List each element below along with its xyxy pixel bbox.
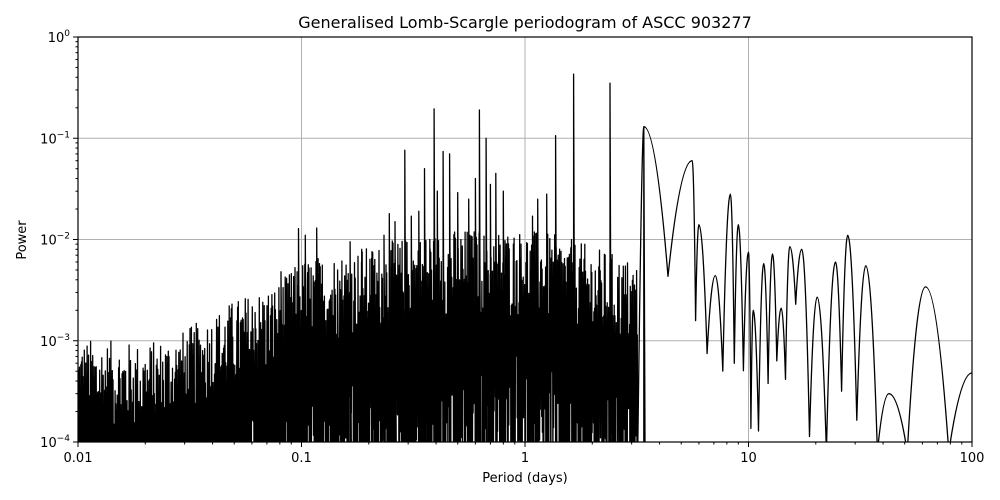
y-axis-label: Power	[15, 220, 30, 260]
y-tick-label: 10−3	[40, 333, 70, 350]
x-tick-label: 0.01	[64, 451, 93, 466]
x-tick-label: 1	[521, 451, 529, 466]
noise-forest-series	[78, 231, 639, 442]
x-tick-label: 10	[740, 451, 757, 466]
x-axis-ticks	[77, 442, 973, 447]
x-tick-label: 0.1	[291, 451, 312, 466]
x-axis-tick-labels: 0.01 0.1 1 10 100	[64, 451, 985, 466]
y-tick-label: 100	[48, 29, 71, 46]
y-tick-label: 10−4	[40, 434, 70, 451]
x-axis-label: Period (days)	[482, 471, 568, 486]
x-tick-label: 100	[960, 451, 985, 466]
peak-series	[196, 73, 972, 442]
y-axis-tick-labels: 100 10−1 10−2 10−3 10−4	[40, 29, 70, 451]
y-axis-ticks	[73, 36, 78, 443]
plot-area	[78, 73, 972, 442]
y-tick-label: 10−1	[40, 130, 70, 147]
y-tick-label: 10−2	[40, 232, 70, 249]
chart-title: Generalised Lomb-Scargle periodogram of …	[298, 13, 752, 32]
